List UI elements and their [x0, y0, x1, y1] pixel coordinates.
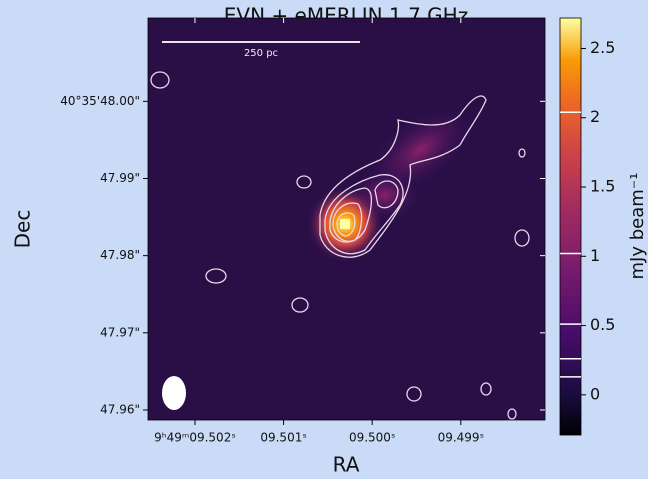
- radio-map: [148, 18, 545, 420]
- x-tick-label: 09.499ˢ: [438, 431, 484, 445]
- beam: [162, 376, 186, 410]
- colorbar-tick-label: 0.5: [590, 315, 615, 334]
- x-tick-label: 9ʰ49ᵐ09.502ˢ: [154, 431, 236, 445]
- y-axis-label: Dec: [11, 210, 35, 249]
- colorbar-tick-label: 2.5: [590, 38, 615, 57]
- scale-bar-label: 250 pc: [244, 48, 278, 59]
- x-tick-label: 09.500ˢ: [349, 431, 395, 445]
- y-tick-label: 47.99": [100, 171, 140, 185]
- y-tick-label: 40°35'48.00": [60, 94, 140, 108]
- y-tick-label: 47.96": [100, 402, 140, 416]
- axes-frame: [147, 17, 546, 421]
- colorbar-tick-label: 0: [590, 384, 600, 403]
- colorbar: [559, 17, 582, 436]
- peak-pixel: [340, 219, 350, 229]
- x-tick-label: 09.501ˢ: [260, 431, 306, 445]
- colorbar-label: mJy beam⁻¹: [627, 173, 648, 280]
- y-tick-label: 47.98": [100, 248, 140, 262]
- colorbar-tick-label: 2: [590, 107, 600, 126]
- y-tick-label: 47.97": [100, 325, 140, 339]
- contours: [150, 71, 530, 420]
- x-axis-label: RA: [333, 453, 360, 477]
- colorbar-tick-label: 1.5: [590, 177, 615, 196]
- colorbar-tick-label: 1: [590, 246, 600, 265]
